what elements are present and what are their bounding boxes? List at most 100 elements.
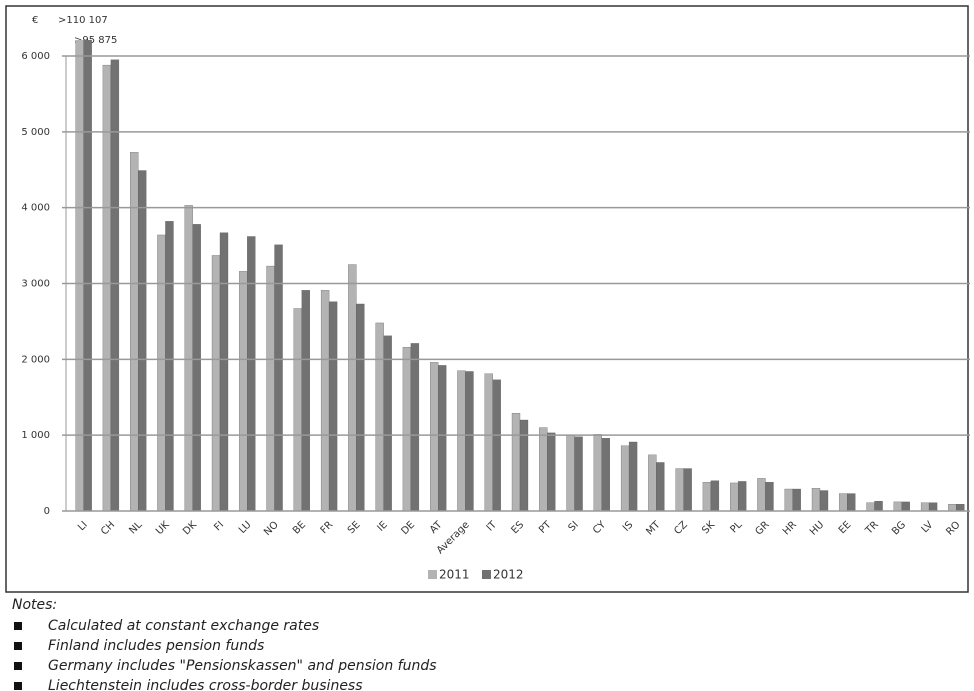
bar	[811, 488, 821, 512]
x-tick-label: CZ	[672, 519, 690, 537]
x-tick-label: SK	[700, 519, 717, 536]
bar	[683, 468, 692, 512]
bullet	[14, 662, 22, 670]
x-tick-label: DE	[399, 519, 417, 537]
x-tick-label: PL	[728, 519, 744, 535]
legend-label: 2012	[493, 568, 524, 582]
bar	[893, 501, 902, 512]
bar	[293, 308, 302, 512]
bar	[356, 303, 365, 512]
bar	[539, 427, 548, 512]
bar	[348, 264, 357, 512]
bar	[847, 493, 856, 512]
legend-swatch	[428, 570, 437, 579]
x-tick-label: FR	[319, 519, 336, 536]
bullet	[14, 642, 22, 650]
bar	[784, 488, 793, 512]
chart-frame	[5, 5, 969, 593]
bars	[75, 40, 965, 512]
x-tick-label: IE	[376, 519, 390, 533]
bar	[675, 468, 684, 512]
bar	[75, 40, 84, 512]
legend-swatch	[482, 570, 491, 579]
bar	[566, 435, 575, 512]
x-tick-label: MT	[644, 519, 663, 538]
bar	[83, 40, 92, 512]
bar	[928, 502, 938, 512]
bar	[956, 504, 965, 512]
bar	[648, 454, 657, 512]
bar	[710, 480, 720, 512]
bar	[601, 438, 610, 512]
bar	[866, 502, 875, 512]
bar	[765, 482, 774, 512]
bar	[920, 502, 930, 512]
bar	[620, 445, 630, 512]
x-tick-label: IT	[485, 519, 500, 534]
note-item: Liechtenstein includes cross-border busi…	[48, 678, 363, 691]
bar	[402, 347, 412, 512]
x-tick-label: SI	[566, 519, 580, 533]
x-tick-label: BG	[890, 519, 908, 537]
x-tick-label: AT	[428, 519, 445, 536]
x-tick-label: TR	[863, 519, 881, 537]
bar	[593, 434, 602, 512]
legend-label: 2011	[439, 568, 470, 582]
y-tick-label: 0	[44, 506, 50, 517]
bar	[738, 481, 747, 512]
bar	[211, 255, 221, 512]
x-tick-label: IS	[621, 519, 635, 533]
bar	[457, 370, 466, 512]
x-tick-label: CY	[591, 519, 609, 537]
bar	[130, 152, 139, 512]
bar	[219, 232, 229, 512]
bar	[730, 482, 739, 512]
x-tick-label: HR	[781, 519, 799, 537]
bar	[383, 335, 392, 512]
bar	[138, 170, 147, 512]
x-tick-label: FI	[212, 519, 226, 533]
bar	[465, 371, 474, 512]
y-tick-label: 1 000	[21, 430, 50, 441]
bar	[574, 436, 583, 512]
bar	[328, 301, 338, 512]
bar	[410, 343, 420, 512]
bar	[547, 432, 556, 512]
y-tick-label: 6 000	[21, 51, 50, 62]
x-tick-label: CH	[99, 519, 117, 537]
note-item: Germany includes "Pensionskassen" and pe…	[48, 658, 437, 674]
x-tick-label: GR	[754, 519, 772, 537]
x-tick-label: SE	[346, 519, 363, 536]
bar	[492, 379, 501, 512]
notes-title: Notes:	[12, 597, 57, 613]
x-tick-label: EE	[837, 519, 854, 536]
bar	[239, 271, 248, 512]
bar	[839, 493, 848, 512]
bar	[948, 504, 957, 512]
x-tick-label: RO	[944, 519, 962, 537]
y-axis-label: €	[32, 15, 38, 26]
y-tick-label: 3 000	[21, 279, 50, 290]
bar	[901, 501, 910, 512]
bar	[702, 482, 712, 512]
bar	[192, 224, 201, 512]
annotation: >110 107	[58, 15, 108, 26]
x-tick-label: NL	[127, 519, 144, 536]
bar	[792, 488, 801, 512]
bar	[511, 413, 521, 512]
bar	[247, 236, 256, 512]
bar	[184, 205, 193, 512]
bar	[519, 419, 529, 512]
bar	[320, 290, 330, 512]
bar	[157, 234, 166, 512]
x-tick-label: LV	[920, 519, 936, 535]
y-tick-label: 2 000	[21, 354, 50, 365]
bar	[819, 490, 829, 512]
bullet	[14, 622, 22, 630]
annotation: >95 875	[74, 35, 117, 46]
bar	[430, 362, 439, 512]
bar	[375, 322, 384, 512]
bar	[484, 373, 493, 512]
bar	[266, 265, 275, 512]
x-tick-label: DK	[181, 519, 199, 537]
